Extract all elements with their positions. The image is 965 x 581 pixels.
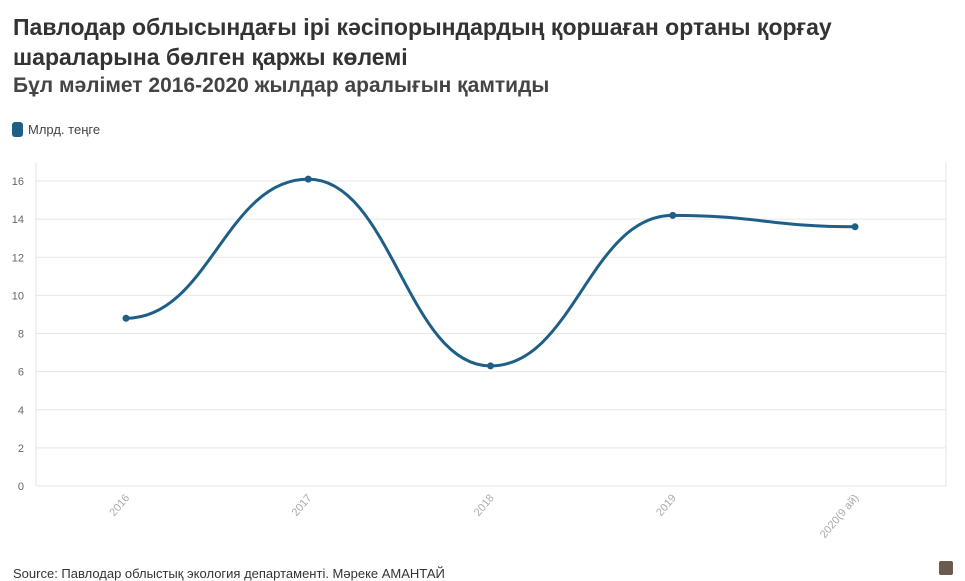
x-tick-label: 2018 xyxy=(472,492,497,518)
y-tick-label: 12 xyxy=(12,252,24,264)
y-tick-label: 0 xyxy=(18,481,24,493)
data-point xyxy=(851,223,859,231)
source-note: Source: Павлодар облыстық экология депар… xyxy=(13,566,445,581)
x-tick-label: 2016 xyxy=(107,492,132,518)
y-tick-label: 10 xyxy=(12,290,24,302)
data-point xyxy=(122,314,130,322)
grid-lines xyxy=(35,162,947,487)
data-point xyxy=(669,211,677,219)
y-tick-label: 6 xyxy=(18,367,24,379)
series-line xyxy=(125,177,856,368)
chart-subtitle: Бұл мәлімет 2016-2020 жылдар аралығын қа… xyxy=(13,74,550,97)
data-points xyxy=(122,175,859,370)
data-point xyxy=(304,175,312,183)
y-axis-ticks: 0 2 4 6 8 10 12 14 16 xyxy=(12,176,24,493)
y-tick-label: 8 xyxy=(18,329,24,341)
legend: Млрд. теңге xyxy=(12,122,100,137)
x-axis-ticks: 2016 2017 2018 2019 2020(9 ай) xyxy=(107,492,861,540)
y-tick-label: 4 xyxy=(18,405,24,417)
legend-swatch xyxy=(12,122,23,137)
y-tick-label: 14 xyxy=(12,214,24,226)
y-tick-label: 2 xyxy=(18,443,24,455)
x-tick-label: 2020(9 ай) xyxy=(818,492,861,540)
x-tick-label: 2019 xyxy=(654,492,679,518)
legend-label: Млрд. теңге xyxy=(28,122,101,137)
x-tick-label: 2017 xyxy=(290,492,315,518)
author-avatar xyxy=(939,561,953,575)
y-tick-label: 16 xyxy=(12,176,24,188)
data-point xyxy=(487,362,494,370)
chart-title: Павлодар облысындағы ірі кәсіпорындардың… xyxy=(13,14,832,70)
